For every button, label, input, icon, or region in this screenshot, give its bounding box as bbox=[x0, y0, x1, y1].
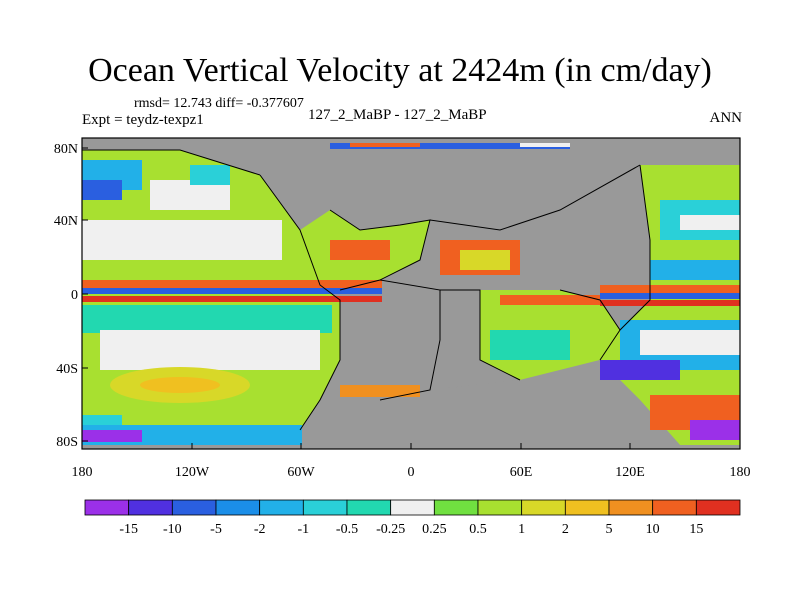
colorbar-label: -0.25 bbox=[376, 522, 405, 537]
lon-label: 120E bbox=[615, 465, 645, 480]
colorbar-swatch bbox=[608, 499, 654, 516]
colorbar-label: 15 bbox=[689, 522, 703, 537]
case-label: 127_2_MaBP - 127_2_MaBP bbox=[308, 107, 487, 123]
colorbar-swatch bbox=[521, 499, 566, 516]
colorbar-label: -5 bbox=[210, 522, 222, 537]
colorbar-label: -1 bbox=[297, 522, 309, 537]
stats-text: rmsd= 12.743 diff= -0.377607 bbox=[134, 96, 304, 111]
lon-label: 120W bbox=[175, 465, 210, 480]
experiment-label: Expt = teydz-texpz1 bbox=[82, 112, 204, 128]
lon-label: 180 bbox=[730, 465, 751, 480]
map-field bbox=[82, 138, 740, 449]
colorbar-swatch bbox=[84, 499, 130, 516]
lon-label: 0 bbox=[408, 465, 415, 480]
colorbar-swatch bbox=[302, 499, 348, 516]
colorbar-label: 10 bbox=[646, 522, 660, 537]
colorbar-swatch bbox=[259, 499, 304, 516]
lon-label: 60E bbox=[510, 465, 533, 480]
colorbar-swatch bbox=[128, 499, 173, 516]
lat-label: 80S bbox=[56, 435, 78, 450]
southern-ocean bbox=[300, 360, 680, 445]
colorbar-swatch bbox=[171, 499, 217, 516]
season-label: ANN bbox=[709, 110, 743, 126]
colorbar-swatch bbox=[477, 499, 523, 516]
map-title: Ocean Vertical Velocity at 2424m (in cm/… bbox=[88, 52, 712, 89]
axis-ticks: 80N 40N 0 40S 80S 180 120W 60W 0 60E 120E 180 bbox=[54, 142, 751, 480]
colorbar-swatch bbox=[346, 499, 392, 516]
colorbar-label: -0.5 bbox=[336, 522, 358, 537]
colorbar-label: 2 bbox=[562, 522, 569, 537]
lat-label: 40N bbox=[54, 214, 78, 229]
colorbar-label: -15 bbox=[119, 522, 138, 537]
field-patches bbox=[82, 143, 740, 445]
lat-label: 80N bbox=[54, 142, 78, 157]
colorbar-swatch bbox=[215, 499, 261, 516]
colorbar-swatch bbox=[695, 499, 741, 516]
lat-label: 0 bbox=[71, 288, 78, 303]
colorbar: -15 -10 -5 -2 -1 -0.5 -0.25 0.25 0.5 1 2 5 10 15 bbox=[84, 499, 741, 537]
coastlines bbox=[82, 149, 651, 431]
colorbar-label: -10 bbox=[163, 522, 182, 537]
colorbar-label: -2 bbox=[254, 522, 266, 537]
colorbar-label: 5 bbox=[606, 522, 613, 537]
lat-label: 40S bbox=[56, 362, 78, 377]
colorbar-swatch bbox=[433, 499, 479, 516]
colorbar-label: 0.25 bbox=[422, 522, 447, 537]
colorbar-label: 0.5 bbox=[469, 522, 487, 537]
colorbar-swatch bbox=[564, 499, 610, 516]
lon-label: 180 bbox=[72, 465, 93, 480]
colorbar-swatch bbox=[652, 499, 697, 516]
atlantic-south-ocean bbox=[320, 280, 440, 400]
colorbar-label: 1 bbox=[518, 522, 525, 537]
lon-label: 60W bbox=[287, 465, 315, 480]
colorbar-swatch bbox=[390, 499, 435, 516]
